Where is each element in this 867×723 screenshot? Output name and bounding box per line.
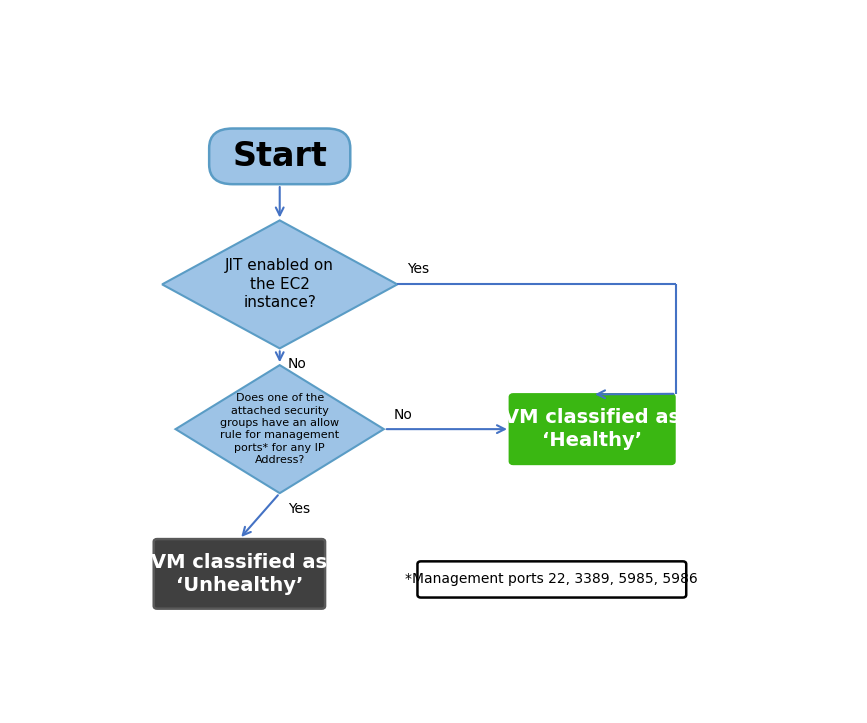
Text: JIT enabled on
the EC2
instance?: JIT enabled on the EC2 instance?: [225, 258, 334, 310]
Text: Yes: Yes: [288, 502, 310, 515]
Text: Start: Start: [232, 140, 327, 173]
Text: *Management ports 22, 3389, 5985, 5986: *Management ports 22, 3389, 5985, 5986: [406, 573, 698, 586]
Polygon shape: [175, 365, 384, 493]
FancyBboxPatch shape: [418, 561, 687, 597]
FancyBboxPatch shape: [153, 539, 325, 609]
FancyBboxPatch shape: [209, 129, 350, 184]
Text: No: No: [394, 408, 413, 422]
FancyBboxPatch shape: [510, 394, 675, 464]
Text: No: No: [288, 356, 307, 371]
Text: VM classified as
‘Unhealthy’: VM classified as ‘Unhealthy’: [152, 552, 328, 595]
Text: Yes: Yes: [407, 262, 429, 276]
Text: Does one of the
attached security
groups have an allow
rule for management
ports: Does one of the attached security groups…: [220, 393, 339, 465]
Text: VM classified as
‘Healthy’: VM classified as ‘Healthy’: [505, 408, 680, 450]
Polygon shape: [162, 221, 397, 348]
